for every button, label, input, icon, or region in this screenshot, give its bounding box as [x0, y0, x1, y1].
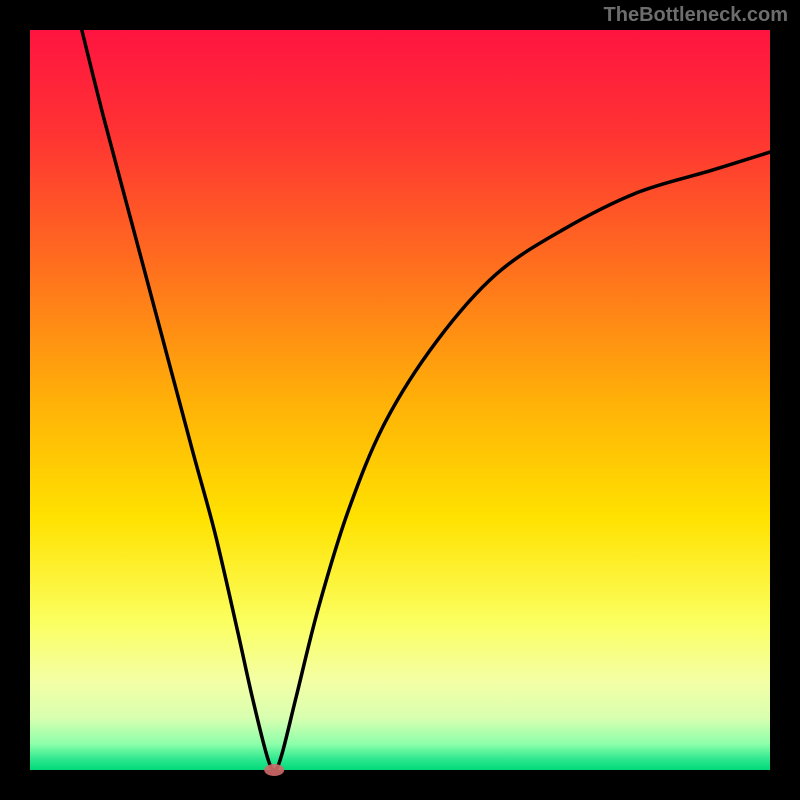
- watermark-text: TheBottleneck.com: [604, 4, 788, 27]
- chart-container: TheBottleneck.com: [0, 0, 800, 800]
- optimal-point-marker: [264, 764, 284, 776]
- plot-background-gradient: [30, 30, 770, 770]
- bottleneck-chart: [0, 0, 800, 800]
